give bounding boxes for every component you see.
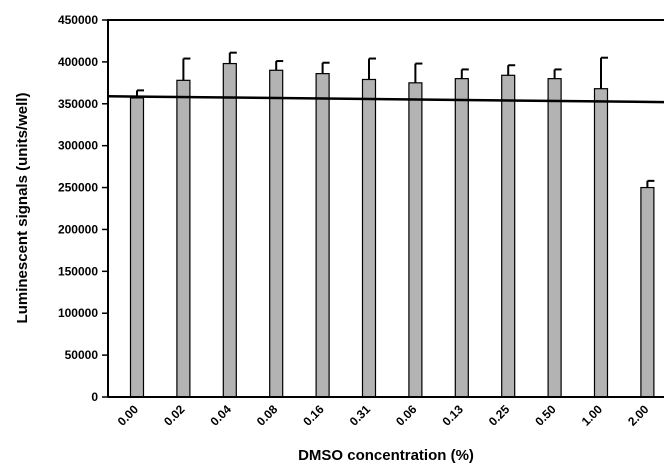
x-axis-tick-labels: 0.00 0.02 0.04 0.08 0.16 0.31 0.06 0.13 0.25 0.50…: [115, 402, 652, 429]
x-tick-label: 0.31: [347, 402, 374, 429]
x-tick-label: 0.04: [208, 402, 235, 429]
bar: [547, 78, 562, 398]
bar: [129, 97, 145, 398]
y-tick-label: 350000: [58, 97, 98, 111]
bar: [408, 82, 423, 398]
x-tick-label: 0.25: [486, 402, 513, 429]
y-axis-ticks: 0 50000 100000 150000 200000 250000 300000 3500…: [58, 13, 108, 404]
y-tick-label: 0: [91, 390, 98, 404]
bars: [129, 62, 655, 398]
x-tick-label: 0.00: [115, 402, 142, 429]
y-tick-label: 150000: [58, 264, 98, 278]
x-tick-label: 0.08: [254, 402, 281, 429]
bar: [222, 62, 237, 398]
bar: [593, 88, 609, 398]
bar: [315, 73, 330, 398]
bar: [176, 79, 191, 398]
bar: [454, 78, 469, 398]
y-tick-label: 200000: [58, 222, 98, 236]
x-tick-label: 0.16: [300, 402, 327, 429]
x-tick-label: 0.02: [161, 402, 188, 429]
x-tick-label: 0.06: [393, 402, 420, 429]
y-tick-label: 400000: [58, 55, 98, 69]
bar: [501, 74, 516, 398]
bar: [361, 78, 377, 398]
x-tick-label: 2.00: [625, 402, 652, 429]
bar: [640, 186, 655, 398]
trend-line: [107, 94, 664, 104]
y-axis-title: Luminescent signals (units/well): [14, 93, 31, 324]
x-tick-label: 0.50: [532, 402, 559, 429]
x-tick-label: 1.00: [579, 402, 606, 429]
bar: [269, 69, 284, 398]
error-bars: [136, 51, 655, 188]
y-tick-label: 100000: [58, 306, 98, 320]
y-tick-label: 300000: [58, 139, 98, 153]
y-tick-label: 250000: [58, 181, 98, 195]
y-tick-label: 450000: [58, 13, 98, 27]
x-axis-title: DMSO concentration (%): [298, 447, 474, 464]
x-tick-label: 0.13: [440, 402, 467, 429]
y-tick-label: 50000: [65, 348, 99, 362]
